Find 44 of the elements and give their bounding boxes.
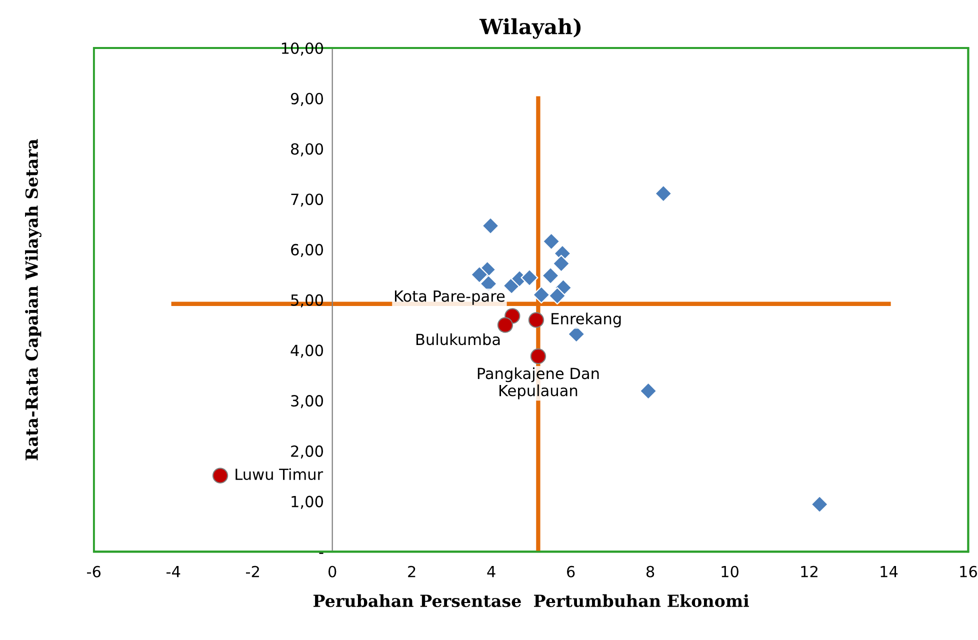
x-tick-label: 10: [722, 566, 738, 578]
point: [810, 496, 828, 514]
point: [528, 312, 544, 328]
x-tick-label: 14: [880, 566, 898, 578]
x-tick-label: 4: [487, 566, 496, 578]
y-tick-label: 3,00: [291, 395, 323, 408]
y-axis-title: Rata-Rata Capaian Wilayah Setara: [25, 139, 42, 460]
x-tick-label: 12: [801, 566, 818, 578]
y-tick-label: -: [319, 552, 324, 554]
annotation: Bulukumba: [416, 333, 500, 346]
point: [470, 266, 488, 284]
y-tick-label: 1,00: [292, 496, 323, 509]
x-tick-label: 6: [567, 566, 575, 578]
point: [520, 268, 538, 286]
annotation: Pangkajene Dan Kepulauan: [478, 367, 599, 400]
y-tick-label: 7,00: [291, 194, 323, 207]
x-axis-title: Perubahan Persentase Pertumbuhan Ekonomi: [314, 594, 749, 608]
y-tick-label: 6,00: [291, 244, 323, 258]
x-tick-label: 0: [328, 566, 336, 578]
x-tick-label: -4: [166, 566, 180, 578]
x-tick-label: 8: [646, 566, 654, 578]
point: [654, 184, 672, 202]
point: [530, 348, 546, 364]
point: [482, 217, 500, 235]
y-tick-label: 8,00: [291, 143, 323, 156]
point: [497, 317, 514, 333]
point: [542, 232, 560, 250]
point: [532, 286, 550, 304]
x-tick-label: -2: [246, 566, 259, 578]
y-tick-label: 4,00: [290, 344, 323, 358]
y-tick-label: 2,00: [291, 445, 323, 459]
point: [542, 266, 560, 284]
x-tick-label: 16: [960, 566, 977, 578]
annotation: Enrekang: [552, 312, 621, 328]
x-tick-label: 2: [408, 566, 416, 578]
chart-title: Wilayah): [479, 18, 581, 39]
point: [548, 287, 566, 305]
point: [212, 468, 228, 484]
x-tick-label: -6: [87, 566, 101, 578]
annotation: Kota Pare-pare: [394, 290, 505, 305]
point: [640, 382, 658, 400]
annotation: Luwu Timur: [236, 468, 324, 480]
point: [552, 254, 570, 272]
y-tick-label: 9,00: [290, 92, 323, 106]
